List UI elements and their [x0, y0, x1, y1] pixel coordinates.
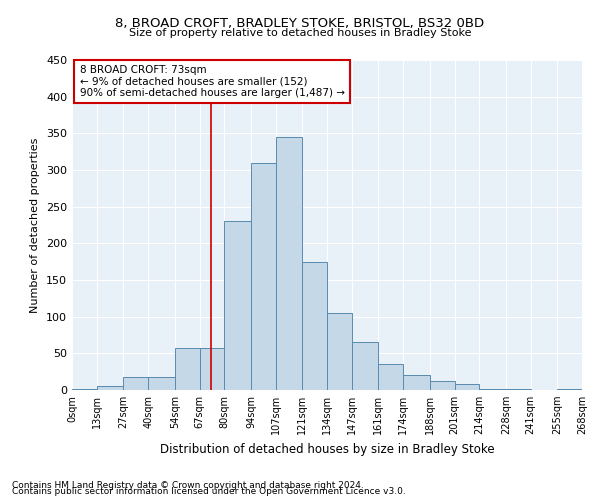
Bar: [430, 381, 455, 390]
Bar: [175, 348, 199, 390]
Y-axis label: Number of detached properties: Number of detached properties: [31, 138, 40, 312]
Bar: [352, 342, 379, 390]
Bar: [148, 377, 175, 390]
Text: Contains public sector information licensed under the Open Government Licence v3: Contains public sector information licen…: [12, 487, 406, 496]
Text: 8 BROAD CROFT: 73sqm
← 9% of detached houses are smaller (152)
90% of semi-detac: 8 BROAD CROFT: 73sqm ← 9% of detached ho…: [80, 65, 344, 98]
Bar: [224, 222, 251, 390]
Bar: [124, 377, 148, 390]
Bar: [327, 313, 352, 390]
Bar: [403, 376, 430, 390]
Text: 8, BROAD CROFT, BRADLEY STOKE, BRISTOL, BS32 0BD: 8, BROAD CROFT, BRADLEY STOKE, BRISTOL, …: [115, 18, 485, 30]
Bar: [199, 348, 224, 390]
Bar: [379, 364, 403, 390]
Bar: [97, 386, 124, 390]
Bar: [455, 384, 479, 390]
Text: Contains HM Land Registry data © Crown copyright and database right 2024.: Contains HM Land Registry data © Crown c…: [12, 481, 364, 490]
Bar: [302, 262, 327, 390]
Bar: [251, 162, 275, 390]
Bar: [479, 388, 506, 390]
Bar: [275, 137, 302, 390]
Text: Size of property relative to detached houses in Bradley Stoke: Size of property relative to detached ho…: [129, 28, 471, 38]
X-axis label: Distribution of detached houses by size in Bradley Stoke: Distribution of detached houses by size …: [160, 442, 494, 456]
